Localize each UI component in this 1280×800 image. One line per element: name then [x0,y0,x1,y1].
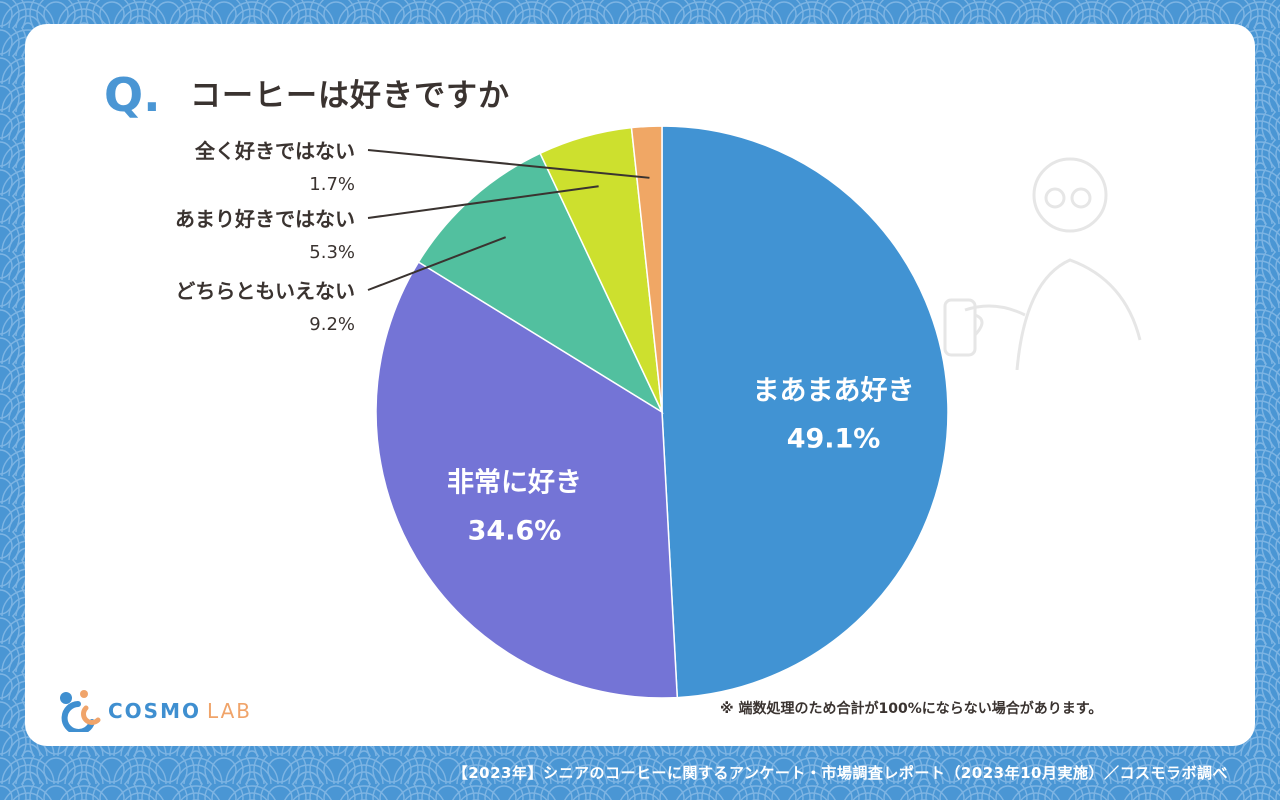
logo-main-text: COSMO [108,699,201,723]
logo-sub-text: LAB [207,699,253,723]
slice-value-label-0: 49.1% [787,423,881,454]
source-footer: 【2023年】シニアのコーヒーに関するアンケート・市場調査レポート（2023年1… [452,764,1228,782]
question-mark-label: Q. [104,68,161,122]
callout-line-2 [367,236,507,291]
callout-label-4: 全く好きではない [194,139,355,163]
cosmo-lab-logo-icon [60,690,101,732]
slice-label-0: まあまあ好き [753,375,915,406]
callout-line-3 [367,185,599,219]
pie-slice-0 [661,125,949,699]
callout-value-2: 9.2% [309,314,355,335]
callout-value-4: 1.7% [309,174,355,195]
callout-label-3: あまり好きではない [175,207,355,231]
elderly-man-illustration [943,157,1142,370]
pie-slice-1 [375,261,679,699]
logo-wordmark: COSMO LAB [108,699,252,723]
callout-line-4 [367,149,650,179]
callout-value-3: 5.3% [309,242,355,263]
rounding-note: ※ 端数処理のため合計が100%にならない場合があります。 [720,701,1103,717]
slice-value-label-1: 34.6% [468,516,562,547]
callout-label-2: どちらともいえない [175,279,355,303]
pie-slice-4 [630,125,663,413]
slice-label-1: 非常に好き [447,468,582,499]
pie-slice-2 [417,152,664,414]
question-title: コーヒーは好きですか [190,78,510,114]
